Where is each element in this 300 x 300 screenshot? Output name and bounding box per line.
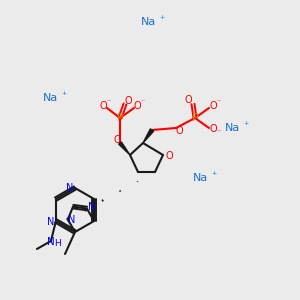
Text: N: N [68,215,76,226]
Text: ⁻: ⁻ [141,98,145,106]
Text: N: N [47,217,55,227]
Text: Na: Na [140,17,156,27]
Text: O: O [165,151,173,161]
Text: Na: Na [192,173,208,183]
Text: O: O [113,135,121,145]
Text: N: N [66,183,74,193]
Text: ⁻: ⁻ [217,98,221,106]
Text: N: N [47,237,55,247]
Polygon shape [143,129,154,143]
Text: O: O [209,101,217,111]
Text: ⁻: ⁻ [217,128,221,136]
Text: N: N [88,202,95,212]
Text: O: O [124,96,132,106]
Text: Na: Na [224,123,240,133]
Text: H: H [55,238,61,247]
Text: O: O [133,101,141,111]
Text: P: P [192,113,198,123]
Text: ⁺: ⁺ [243,121,249,131]
Text: O: O [99,101,107,111]
Text: ⁻: ⁻ [107,98,111,106]
Text: O: O [184,95,192,105]
Text: ⁺: ⁺ [212,171,217,181]
Text: Na: Na [42,93,58,103]
Text: O: O [175,126,183,136]
Text: P: P [117,113,123,123]
Text: O: O [209,124,217,134]
Text: ⁺: ⁺ [61,91,67,101]
Text: ⁺: ⁺ [159,15,165,25]
Polygon shape [119,142,130,155]
